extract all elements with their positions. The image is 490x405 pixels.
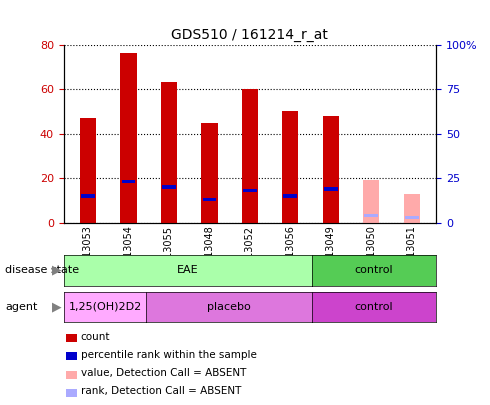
- Text: percentile rank within the sample: percentile rank within the sample: [81, 350, 257, 360]
- Text: disease state: disease state: [5, 265, 79, 275]
- Bar: [81, 194, 95, 198]
- Text: ▶: ▶: [51, 300, 61, 313]
- Text: control: control: [355, 265, 393, 275]
- Bar: [404, 194, 420, 223]
- Bar: [80, 118, 96, 223]
- Bar: [324, 187, 338, 191]
- Bar: [405, 216, 418, 219]
- Bar: [282, 111, 298, 223]
- Bar: [242, 89, 258, 223]
- Title: GDS510 / 161214_r_at: GDS510 / 161214_r_at: [172, 28, 328, 42]
- Text: rank, Detection Call = ABSENT: rank, Detection Call = ABSENT: [81, 386, 241, 396]
- Bar: [323, 116, 339, 223]
- Text: 1,25(OH)2D2: 1,25(OH)2D2: [69, 302, 142, 312]
- Bar: [284, 194, 297, 198]
- Bar: [202, 198, 216, 201]
- Bar: [363, 181, 379, 223]
- Bar: [161, 83, 177, 223]
- Text: EAE: EAE: [177, 265, 198, 275]
- Bar: [162, 185, 176, 189]
- Text: control: control: [355, 302, 393, 312]
- Text: agent: agent: [5, 302, 37, 312]
- Text: ▶: ▶: [51, 264, 61, 277]
- Text: placebo: placebo: [207, 302, 251, 312]
- Bar: [122, 180, 135, 183]
- Bar: [121, 53, 137, 223]
- Bar: [201, 122, 218, 223]
- Bar: [365, 214, 378, 217]
- Text: count: count: [81, 332, 110, 341]
- Bar: [243, 189, 257, 192]
- Text: value, Detection Call = ABSENT: value, Detection Call = ABSENT: [81, 368, 246, 378]
